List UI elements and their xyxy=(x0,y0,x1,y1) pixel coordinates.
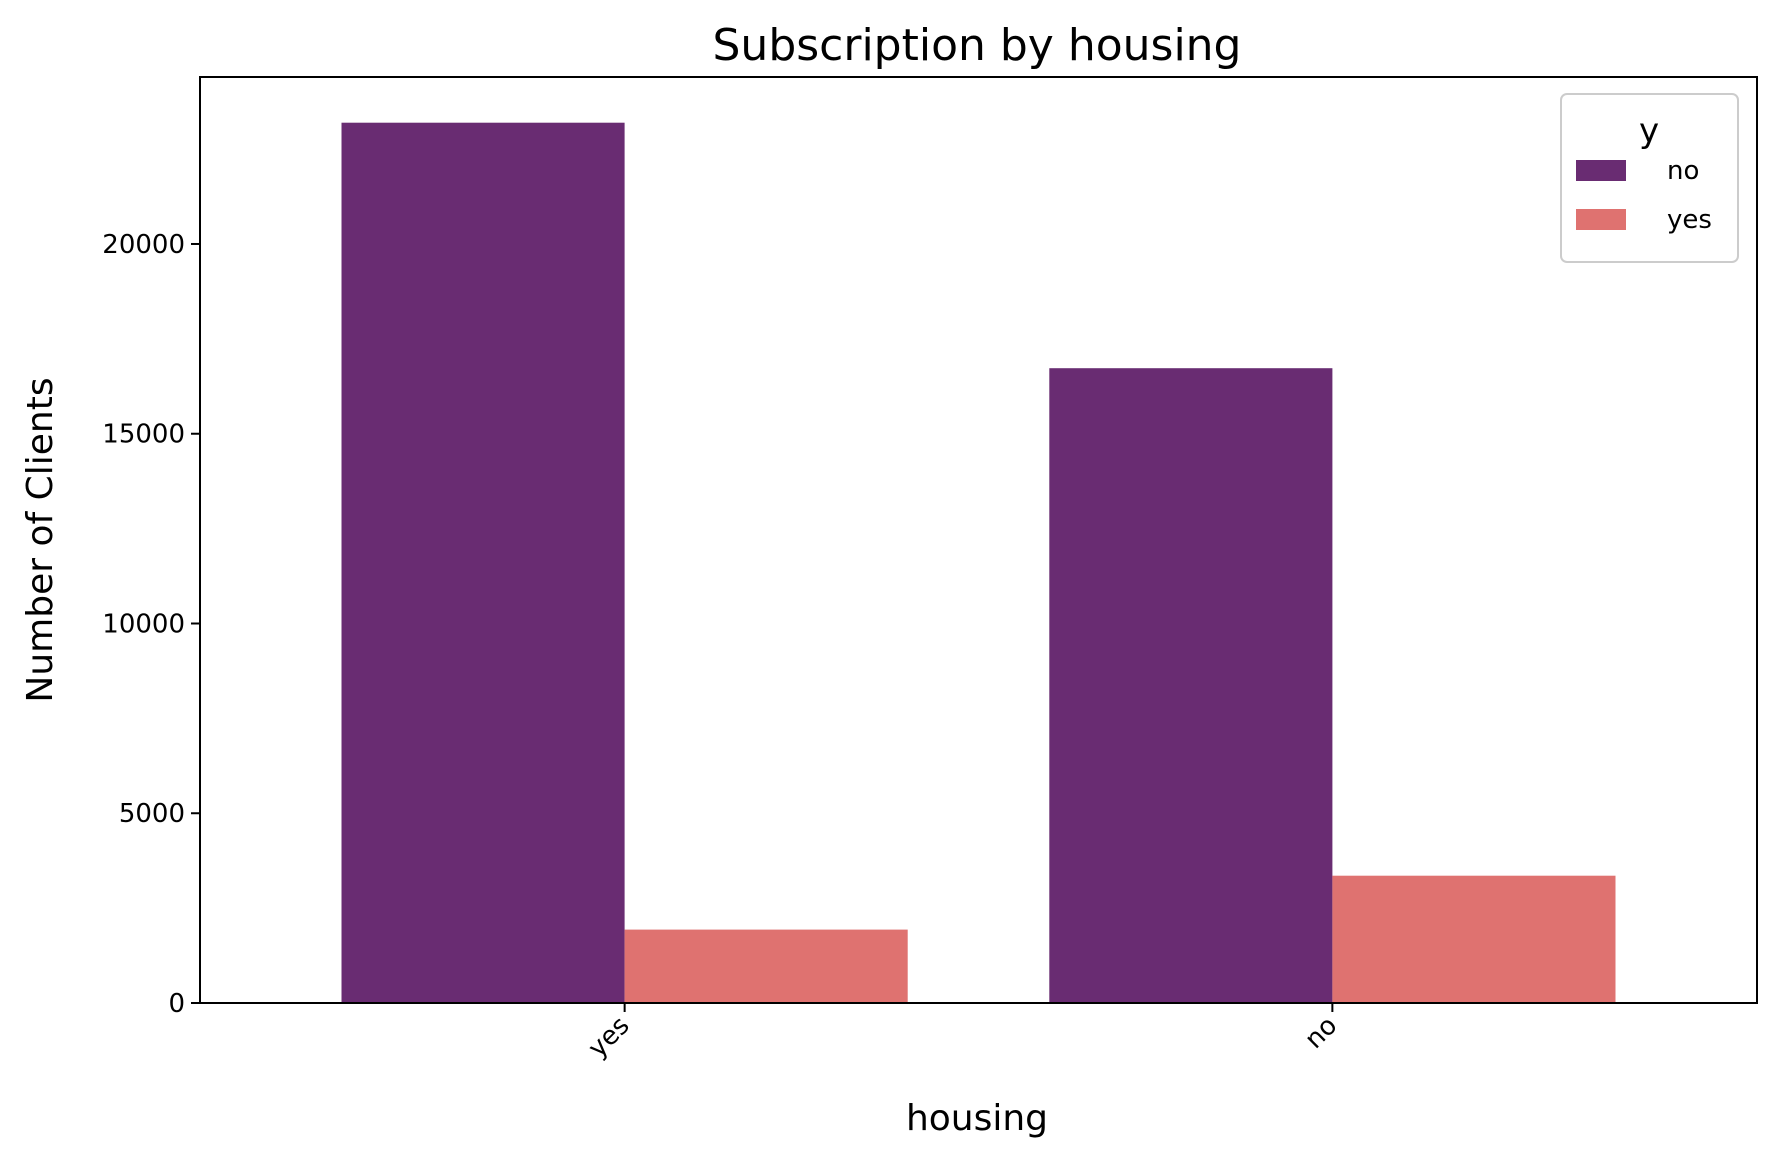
y-tick-label: 5000 xyxy=(119,799,185,829)
bar-yes-no[interactable] xyxy=(341,122,625,1003)
y-tick-label: 0 xyxy=(168,989,185,1019)
bar-no-yes[interactable] xyxy=(1332,875,1616,1003)
y-tick-label: 10000 xyxy=(102,609,185,639)
legend-swatch-no xyxy=(1576,160,1626,181)
legend-swatch-yes xyxy=(1576,209,1626,230)
y-axis-label: Number of Clients xyxy=(20,377,61,702)
chart-title: Subscription by housing xyxy=(713,20,1242,71)
x-tick-label: no xyxy=(1299,1011,1343,1055)
x-axis-label: housing xyxy=(906,1098,1048,1139)
legend-items: no yes xyxy=(1576,156,1712,235)
x-axis: yes no xyxy=(583,1003,1343,1064)
legend-title: y xyxy=(1639,111,1659,151)
legend-label-no: no xyxy=(1667,156,1699,186)
bars-group xyxy=(341,122,1616,1003)
bar-yes-yes[interactable] xyxy=(624,929,908,1003)
bar-no-no[interactable] xyxy=(1049,368,1333,1003)
legend[interactable]: y no yes xyxy=(1560,93,1739,263)
y-axis: 0 5000 10000 15000 20000 xyxy=(102,230,200,1019)
y-tick-label: 20000 xyxy=(102,230,185,260)
y-tick-label: 15000 xyxy=(102,420,185,450)
legend-label-yes: yes xyxy=(1667,205,1712,235)
x-tick-label: yes xyxy=(583,1011,636,1064)
plot-frame xyxy=(199,76,1758,1004)
